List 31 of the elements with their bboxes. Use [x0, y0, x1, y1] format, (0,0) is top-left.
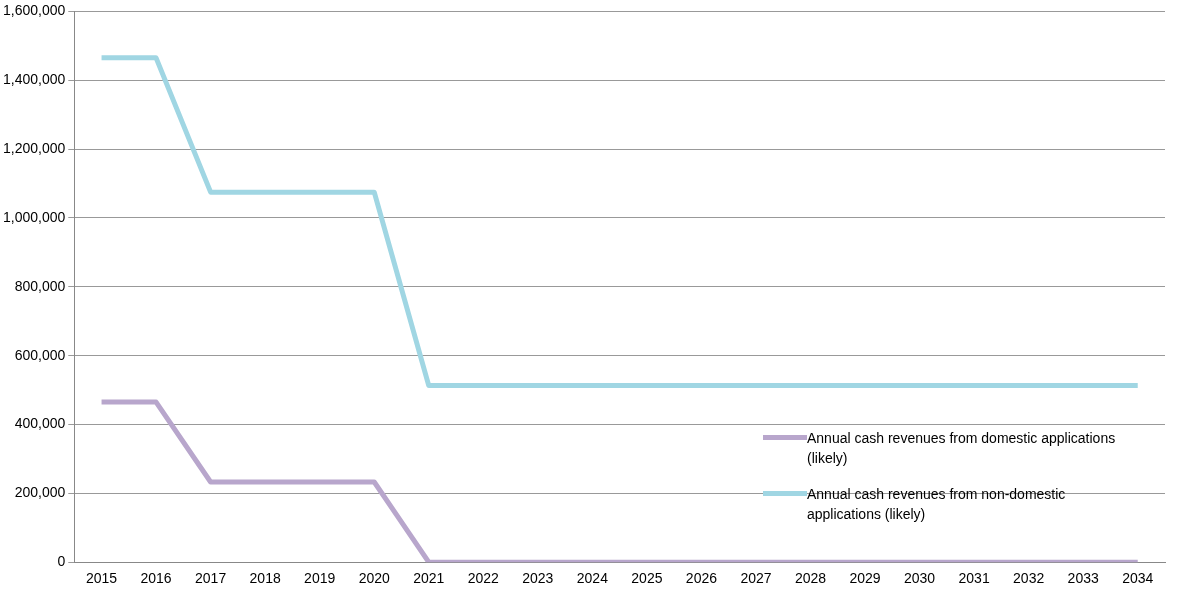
x-tick-label: 2028: [794, 570, 827, 587]
x-tick-label: 2021: [413, 570, 445, 587]
x-tick-label: 2019: [304, 570, 336, 587]
legend-label: Annual cash revenues from non-domestic applications (likely): [807, 485, 1067, 524]
x-tick-label: 2018: [249, 570, 281, 587]
x-tick-label: 2032: [1013, 570, 1045, 587]
y-tick-label: 1,600,000: [2, 2, 66, 19]
legend-label: Annual cash revenues from domestic applications (likely): [807, 429, 1117, 468]
y-tick-label: 1,000,000: [2, 208, 66, 225]
x-tick-label: 2016: [140, 570, 172, 587]
y-tick-label: 400,000: [14, 415, 66, 432]
y-tick-label: 1,200,000: [2, 139, 66, 156]
y-tick-label: 0: [57, 553, 66, 570]
x-tick-label: 2034: [1122, 570, 1154, 587]
x-tick-label: 2025: [631, 570, 663, 587]
x-tick-label: 2033: [1067, 570, 1099, 587]
x-tick-label: 2024: [576, 570, 609, 587]
y-tick-label: 1,400,000: [2, 71, 66, 88]
y-tick-label: 200,000: [14, 484, 66, 501]
y-tick-label: 600,000: [14, 346, 66, 363]
x-tick-label: 2022: [467, 570, 500, 587]
x-tick-label: 2015: [85, 570, 118, 587]
y-tick-label: 800,000: [14, 277, 66, 294]
x-tick-label: 2029: [849, 570, 881, 587]
x-tick-label: 2031: [958, 570, 990, 587]
x-tick-label: 2026: [685, 570, 718, 587]
x-tick-label: 2023: [522, 570, 554, 587]
x-tick-label: 2027: [740, 570, 772, 587]
x-tick-label: 2030: [904, 570, 936, 587]
x-tick-label: 2020: [358, 570, 391, 587]
x-tick-label: 2017: [195, 570, 227, 587]
